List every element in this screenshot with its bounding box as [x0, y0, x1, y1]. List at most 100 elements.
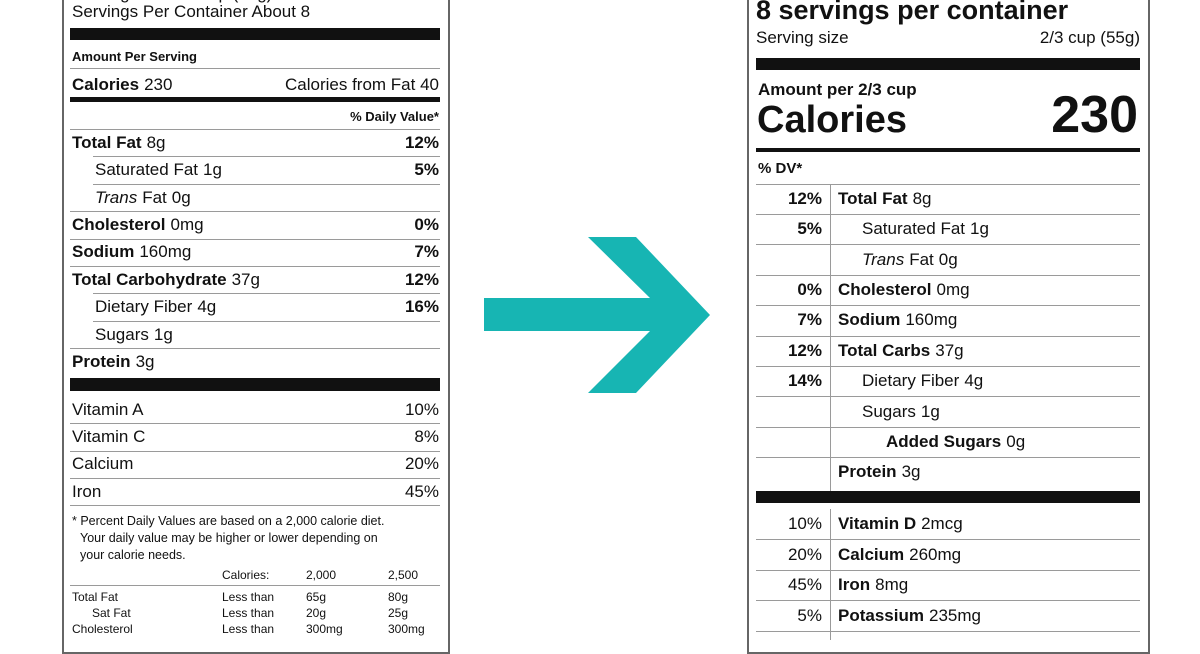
daily-value: 12%: [405, 270, 439, 290]
dv-header-part: % DV*: [758, 160, 803, 177]
nutrient-part: 1g: [970, 219, 989, 239]
calories-from-fat: Calories from Fat 40: [285, 75, 439, 95]
nutrient-part: 37g: [935, 340, 964, 360]
calories-part: Calories: [72, 74, 140, 94]
vitamin-dv-part: 45%: [404, 481, 439, 501]
serving-size: 2/3 cup (55g): [1040, 28, 1140, 48]
reference-header-part: 2,500: [388, 567, 419, 582]
nutrient-part: Added Sugars: [886, 432, 1002, 451]
vitamin: Vitamin D 2mcg: [838, 514, 963, 534]
vitamin-part: Calcium: [838, 544, 905, 564]
divider: [70, 477, 440, 479]
vitamin-part: Potassium: [838, 605, 924, 625]
nutrient-part: 0mg: [936, 280, 970, 299]
vitamin-part: Vitamin A: [72, 399, 144, 419]
nutrient: Sugars 1g: [862, 402, 940, 422]
nutrient-part: Total Carbohydrate: [72, 269, 227, 289]
nutrient-part: Dietary Fiber: [862, 371, 960, 391]
nutrient: Saturated Fat 1g: [95, 160, 222, 180]
vitamin-dv-part: 45%: [787, 575, 822, 595]
nutrient-part: Saturated Fat: [862, 219, 966, 239]
daily-value-part: 12%: [787, 340, 822, 360]
footnote: * Percent Daily Values are based on a 2,…: [72, 514, 384, 529]
servings-per-container: 8 servings per container: [756, 0, 1068, 26]
nutrient-part: Fat: [909, 249, 934, 269]
nutrient-part: Trans: [95, 187, 138, 207]
daily-value: 12%: [788, 189, 822, 209]
reference-header: 2,000: [306, 568, 336, 582]
vitamin-dv-part: 20%: [404, 454, 439, 474]
vitamin-dv-part: 8%: [414, 427, 439, 447]
reference-label: Sat Fat: [92, 606, 131, 620]
nutrient-part: 1g: [920, 401, 940, 421]
divider: [756, 274, 1140, 276]
daily-value-part: 5%: [414, 160, 439, 180]
vitamin-dv-part: 5%: [797, 605, 822, 625]
nutrient-part: Protein: [838, 462, 897, 482]
reference-limit: Less than: [222, 606, 274, 620]
daily-value: 0%: [797, 280, 822, 300]
nutrient-part: Saturated Fat: [95, 160, 199, 180]
reference-2500-part: 80g: [388, 589, 409, 604]
calories-value-part: 230: [1051, 85, 1138, 144]
nutrient-part: 4g: [197, 297, 217, 317]
reference-label-part: Cholesterol: [72, 621, 133, 636]
daily-value: 12%: [405, 133, 439, 153]
nutrient-part: 3g: [901, 462, 921, 482]
reference-label-part: Sat Fat: [92, 605, 131, 620]
reference-header-part: 2,000: [306, 567, 337, 582]
footnote: your calorie needs.: [80, 548, 186, 563]
vitamin-dv: 20%: [405, 454, 439, 474]
footnote: Your daily value may be higher or lower …: [80, 531, 378, 546]
divider: [756, 305, 1140, 307]
nutrient: Saturated Fat 1g: [862, 219, 989, 239]
reference-limit-part: Less than: [222, 621, 275, 636]
vitamin-dv: 10%: [405, 400, 439, 420]
daily-value-part: 0%: [797, 280, 822, 299]
reference-2000-part: 300mg: [306, 621, 343, 636]
daily-value-part: 12%: [787, 188, 822, 208]
daily-value: 7%: [414, 242, 439, 262]
divider: [70, 68, 440, 69]
divider: [70, 505, 440, 506]
divider: [93, 183, 440, 185]
vitamin-dv-part: 20%: [787, 544, 822, 564]
vitamin-part: Vitamin D: [838, 513, 917, 533]
vitamin: Calcium 260mg: [838, 545, 961, 565]
bar: [70, 28, 440, 40]
arrow-layer: [484, 237, 710, 393]
nutrient-part: Total Fat: [838, 188, 908, 208]
nutrient: Protein 3g: [838, 462, 920, 482]
vitamin-part: 8mg: [875, 575, 909, 595]
nutrient: Dietary Fiber 4g: [95, 297, 216, 317]
serving-size-part: 2/3 cup (55g): [1039, 27, 1140, 47]
nutrient-part: Protein: [72, 352, 131, 371]
divider: [70, 238, 440, 240]
dv-header: % Daily Value*: [350, 109, 439, 125]
calories-part: 230: [144, 74, 173, 94]
calories: Calories 230: [72, 75, 172, 95]
divider: [756, 366, 1140, 367]
reference-2000: 20g: [306, 606, 326, 620]
servings-per-container-part: 8 servings per container: [756, 0, 1069, 25]
reference-2000-part: 20g: [306, 605, 327, 620]
servings-per-container-part: Servings Per Container About 8: [72, 1, 311, 21]
daily-value: 7%: [797, 310, 822, 330]
nutrient-part: 1g: [203, 160, 222, 180]
daily-value: 0%: [414, 215, 439, 235]
nutrient-part: 8g: [146, 132, 166, 152]
nutrient: Sugars 1g: [95, 325, 173, 345]
reference-2000: 65g: [306, 590, 326, 604]
nutrient: Sodium 160mg: [72, 242, 191, 262]
nutrient-part: 3g: [135, 352, 155, 371]
vitamin: Iron 8mg: [838, 575, 908, 595]
nutrient-part: 0g: [1006, 432, 1026, 451]
divider: [70, 423, 440, 425]
arrow: [484, 237, 710, 393]
vitamin-part: Iron: [838, 575, 871, 595]
column-divider: [830, 184, 831, 491]
divider: [93, 156, 440, 158]
vitamin-dv: 20%: [788, 545, 822, 565]
nutrient: Total Fat 8g: [72, 133, 166, 153]
nutrient: Trans Fat 0g: [862, 250, 958, 270]
